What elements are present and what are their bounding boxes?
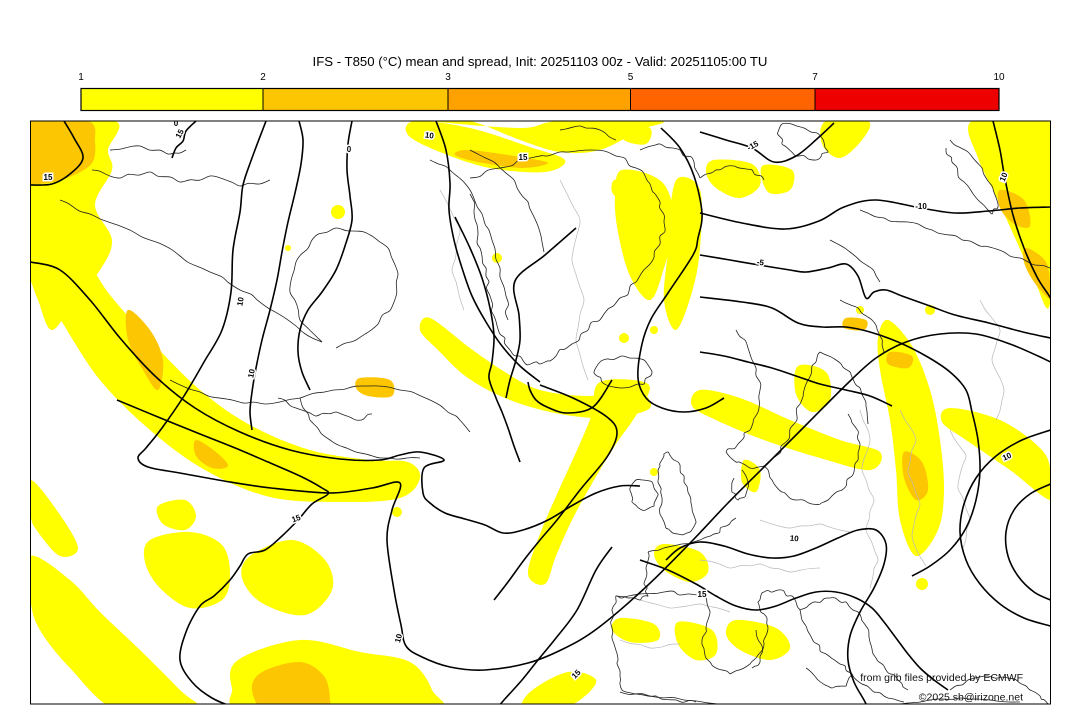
svg-text:-10: -10: [915, 202, 927, 211]
svg-text:0: 0: [347, 145, 352, 154]
svg-text:-5: -5: [756, 258, 765, 268]
svg-text:15: 15: [519, 153, 528, 162]
svg-text:10: 10: [424, 130, 435, 140]
svg-text:©2025 sb@irizone.net: ©2025 sb@irizone.net: [919, 692, 1023, 704]
svg-text:IFS - T850 (°C) mean and sprea: IFS - T850 (°C) mean and spread, Init: 2…: [313, 54, 768, 69]
svg-text:10: 10: [993, 72, 1005, 83]
svg-text:15: 15: [698, 590, 707, 599]
svg-text:5: 5: [628, 72, 634, 83]
svg-text:0: 0: [174, 119, 179, 128]
svg-text:3: 3: [445, 72, 451, 83]
svg-text:10: 10: [246, 368, 257, 379]
svg-text:from grib files provided by EC: from grib files provided by ECMWF: [860, 672, 1023, 684]
svg-text:10: 10: [789, 534, 799, 544]
svg-text:7: 7: [812, 72, 818, 83]
svg-text:10: 10: [235, 296, 246, 307]
svg-text:15: 15: [44, 173, 53, 182]
svg-text:2: 2: [260, 72, 266, 83]
svg-text:1: 1: [78, 72, 84, 83]
